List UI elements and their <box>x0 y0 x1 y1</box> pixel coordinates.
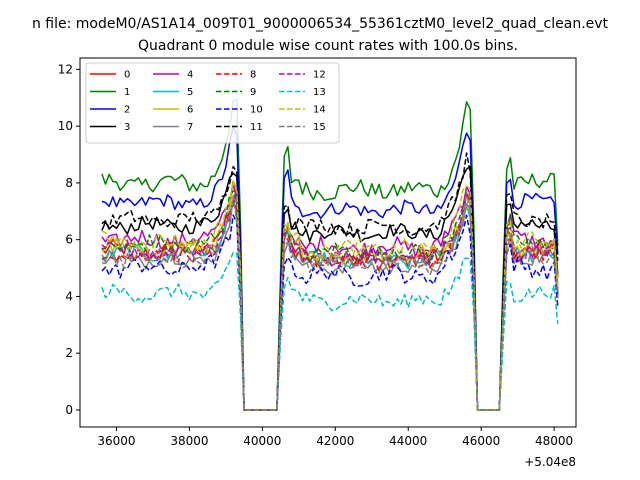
legend-label: 12 <box>313 70 326 81</box>
x-tick-label: 44000 <box>389 434 427 448</box>
x-offset-label: +5.04e8 <box>524 455 576 469</box>
y-tick-label: 10 <box>58 119 73 133</box>
x-tick-label: 42000 <box>316 434 354 448</box>
x-tick-label: 40000 <box>243 434 281 448</box>
legend-label: 7 <box>187 122 193 133</box>
figure-suptitle: n file: modeM0/AS1A14_009T01_9000006534_… <box>32 16 609 32</box>
chart-title: Quadrant 0 module wise count rates with … <box>138 38 518 54</box>
series-line-9 <box>101 190 559 411</box>
legend-label: 13 <box>313 87 326 98</box>
legend-label: 15 <box>313 122 326 133</box>
x-tick-label: 38000 <box>170 434 208 448</box>
x-tick-label: 46000 <box>462 434 500 448</box>
series-line-14 <box>101 180 559 411</box>
legend-label: 9 <box>250 87 256 98</box>
x-tick-label: 36000 <box>97 434 135 448</box>
legend-label: 8 <box>250 70 256 81</box>
axes-frame <box>79 57 577 428</box>
y-tick-label: 12 <box>58 62 73 76</box>
series-line-15 <box>101 190 559 411</box>
series-line-7 <box>101 198 559 411</box>
y-tick-label: 6 <box>65 233 73 247</box>
legend-label: 1 <box>124 87 130 98</box>
y-tick-label: 8 <box>65 176 73 190</box>
y-tick-label: 2 <box>65 346 73 360</box>
legend-label: 0 <box>124 70 130 81</box>
legend-label: 4 <box>187 70 193 81</box>
series-line-3 <box>101 165 559 411</box>
legend-label: 14 <box>313 105 326 116</box>
y-tick-label: 4 <box>65 289 73 303</box>
series-line-5 <box>101 198 559 411</box>
series-line-8 <box>101 192 559 411</box>
series-line-11 <box>101 152 559 411</box>
legend-label: 2 <box>124 105 130 116</box>
y-tick-label: 0 <box>65 403 73 417</box>
x-tick-label: 48000 <box>535 434 573 448</box>
legend-label: 11 <box>250 122 263 133</box>
series-line-0 <box>101 182 559 411</box>
series-layer <box>101 98 559 411</box>
legend-label: 5 <box>187 87 193 98</box>
y-axis: 0 2 4 6 8 10 12 <box>58 62 80 417</box>
legend-label: 6 <box>187 105 193 116</box>
legend-box <box>85 62 340 144</box>
series-line-12 <box>101 191 559 411</box>
legend-label: 10 <box>250 105 263 116</box>
series-line-2 <box>101 125 559 411</box>
legend-label: 3 <box>124 122 130 133</box>
x-axis: 36000 38000 40000 42000 44000 46000 48000 <box>97 427 573 448</box>
